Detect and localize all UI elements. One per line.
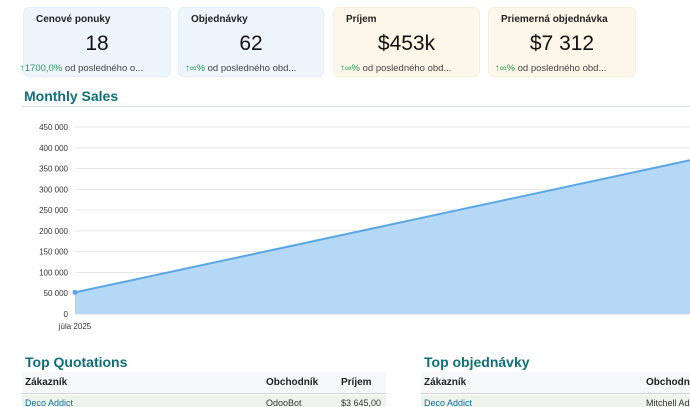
row-salesperson: OdooBot [266,398,302,407]
kpi-card-quotations[interactable]: Cenové ponuky 18 ↑1700,0% od posledného … [20,7,171,77]
y-tick-label: 350 000 [39,165,68,174]
kpi-value: 62 [239,32,263,55]
data-point [72,289,78,295]
trend-text: od posledného o... [64,63,144,74]
y-tick-label: 50 000 [44,289,69,298]
kpi-value: 18 [85,32,109,55]
sales-chart-svg: 450 000 400 000 350 000 300 000 250 000 200 0… [39,123,690,331]
kpi-trend: ↑1700,0% od posledného o... [20,63,164,74]
trend-text: od posledného obd... [517,63,607,74]
kpi-trend: ↑∞% od posledného obd... [340,63,473,74]
table-row[interactable] [421,395,690,407]
trend-percent: ∞% [499,63,515,74]
x-tick-label: júla 2025 [58,322,92,331]
kpi-trend: ↑∞% od posledného obd... [185,63,317,74]
y-tick-label: 400 000 [39,144,68,153]
kpi-title: Príjem [346,14,377,25]
row-customer[interactable]: Deco Addict [25,398,74,407]
row-revenue: $3 645,00 [341,398,382,407]
column-header-customer[interactable]: Zákazník [25,377,68,388]
y-tick-label: 200 000 [39,227,68,236]
table-row[interactable] [22,395,386,407]
column-header-salesperson[interactable]: Obchodník [266,377,319,388]
column-header-customer[interactable]: Zákazník [424,377,467,388]
kpi-card-orders[interactable]: Objednávky 62 ↑∞% od posledného obd... [178,7,324,77]
series-line [74,159,690,294]
kpi-value: $453k [377,32,436,55]
trend-text: od posledného obd... [362,63,452,74]
top-orders-title: Top objednávky [424,354,530,370]
trend-percent: 1700,0% [24,63,63,74]
kpi-title: Objednávky [191,14,248,25]
kpi-trend: ↑∞% od posledného obd... [495,63,629,74]
y-tick-label: 150 000 [39,248,68,257]
trend-percent: ∞% [189,63,205,74]
column-header-revenue[interactable]: Príjem [341,377,372,388]
y-tick-label: 100 000 [39,268,68,277]
table-header [421,372,690,394]
area-fill [75,160,690,314]
table-header [22,372,386,394]
kpi-title: Priemerná objednávka [501,14,608,25]
trend-percent: ∞% [344,63,360,74]
kpi-title: Cenové ponuky [36,14,111,25]
kpi-value: $7 312 [529,32,595,55]
section-divider [22,106,690,107]
y-tick-label: 300 000 [39,185,68,194]
monthly-sales-title: Monthly Sales [24,88,119,104]
y-tick-label: 0 [64,310,69,319]
kpi-card-revenue[interactable]: Príjem $453k ↑∞% od posledného obd... [333,7,480,77]
row-customer[interactable]: Deco Addict [424,398,473,407]
monthly-sales-chart[interactable]: 450 000 400 000 350 000 300 000 250 000 200 0… [0,114,690,339]
trend-text: od posledného obd... [207,63,297,74]
y-tick-label: 450 000 [39,123,68,132]
row-salesperson: Mitchell Adm [646,398,690,407]
top-quotations-title: Top Quotations [25,354,128,370]
column-header-salesperson[interactable]: Obchodn [646,377,690,388]
kpi-card-average-order[interactable]: Priemerná objednávka $7 312 ↑∞% od posle… [488,7,636,77]
y-tick-label: 250 000 [39,206,68,215]
